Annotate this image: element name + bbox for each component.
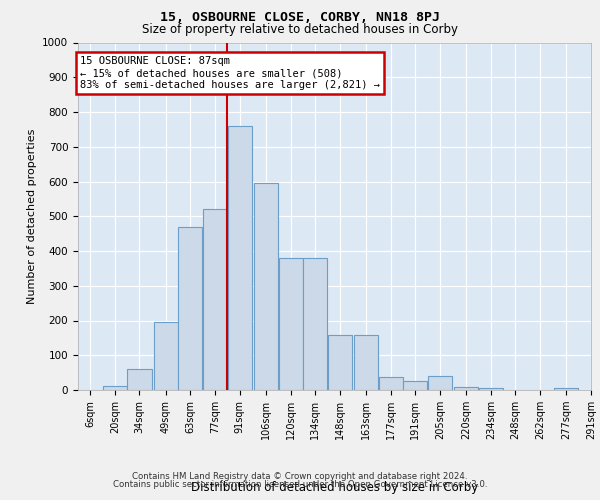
Bar (154, 322, 178, 390)
Bar (178, 226, 202, 390)
Bar (354, 336, 378, 390)
Bar (227, 126, 251, 390)
Text: 15 OSBOURNE CLOSE: 87sqm
← 15% of detached houses are smaller (508)
83% of semi-: 15 OSBOURNE CLOSE: 87sqm ← 15% of detach… (80, 56, 380, 90)
Text: Contains HM Land Registry data © Crown copyright and database right 2024.: Contains HM Land Registry data © Crown c… (132, 472, 468, 481)
Bar (379, 377, 403, 390)
Bar (278, 258, 302, 390)
Bar (303, 258, 327, 390)
Text: Contains public sector information licensed under the Open Government Licence v3: Contains public sector information licen… (113, 480, 487, 489)
Bar (254, 183, 278, 390)
Bar (428, 376, 452, 390)
Bar (554, 388, 578, 390)
Bar (103, 386, 127, 390)
Bar (203, 210, 227, 390)
Bar (454, 386, 478, 390)
Text: 15, OSBOURNE CLOSE, CORBY, NN18 8PJ: 15, OSBOURNE CLOSE, CORBY, NN18 8PJ (160, 11, 440, 24)
X-axis label: Distribution of detached houses by size in Corby: Distribution of detached houses by size … (191, 481, 478, 494)
Bar (403, 382, 427, 390)
Text: Size of property relative to detached houses in Corby: Size of property relative to detached ho… (142, 22, 458, 36)
Bar (127, 369, 152, 390)
Bar (479, 388, 503, 390)
Bar (328, 336, 352, 390)
Y-axis label: Number of detached properties: Number of detached properties (26, 128, 37, 304)
